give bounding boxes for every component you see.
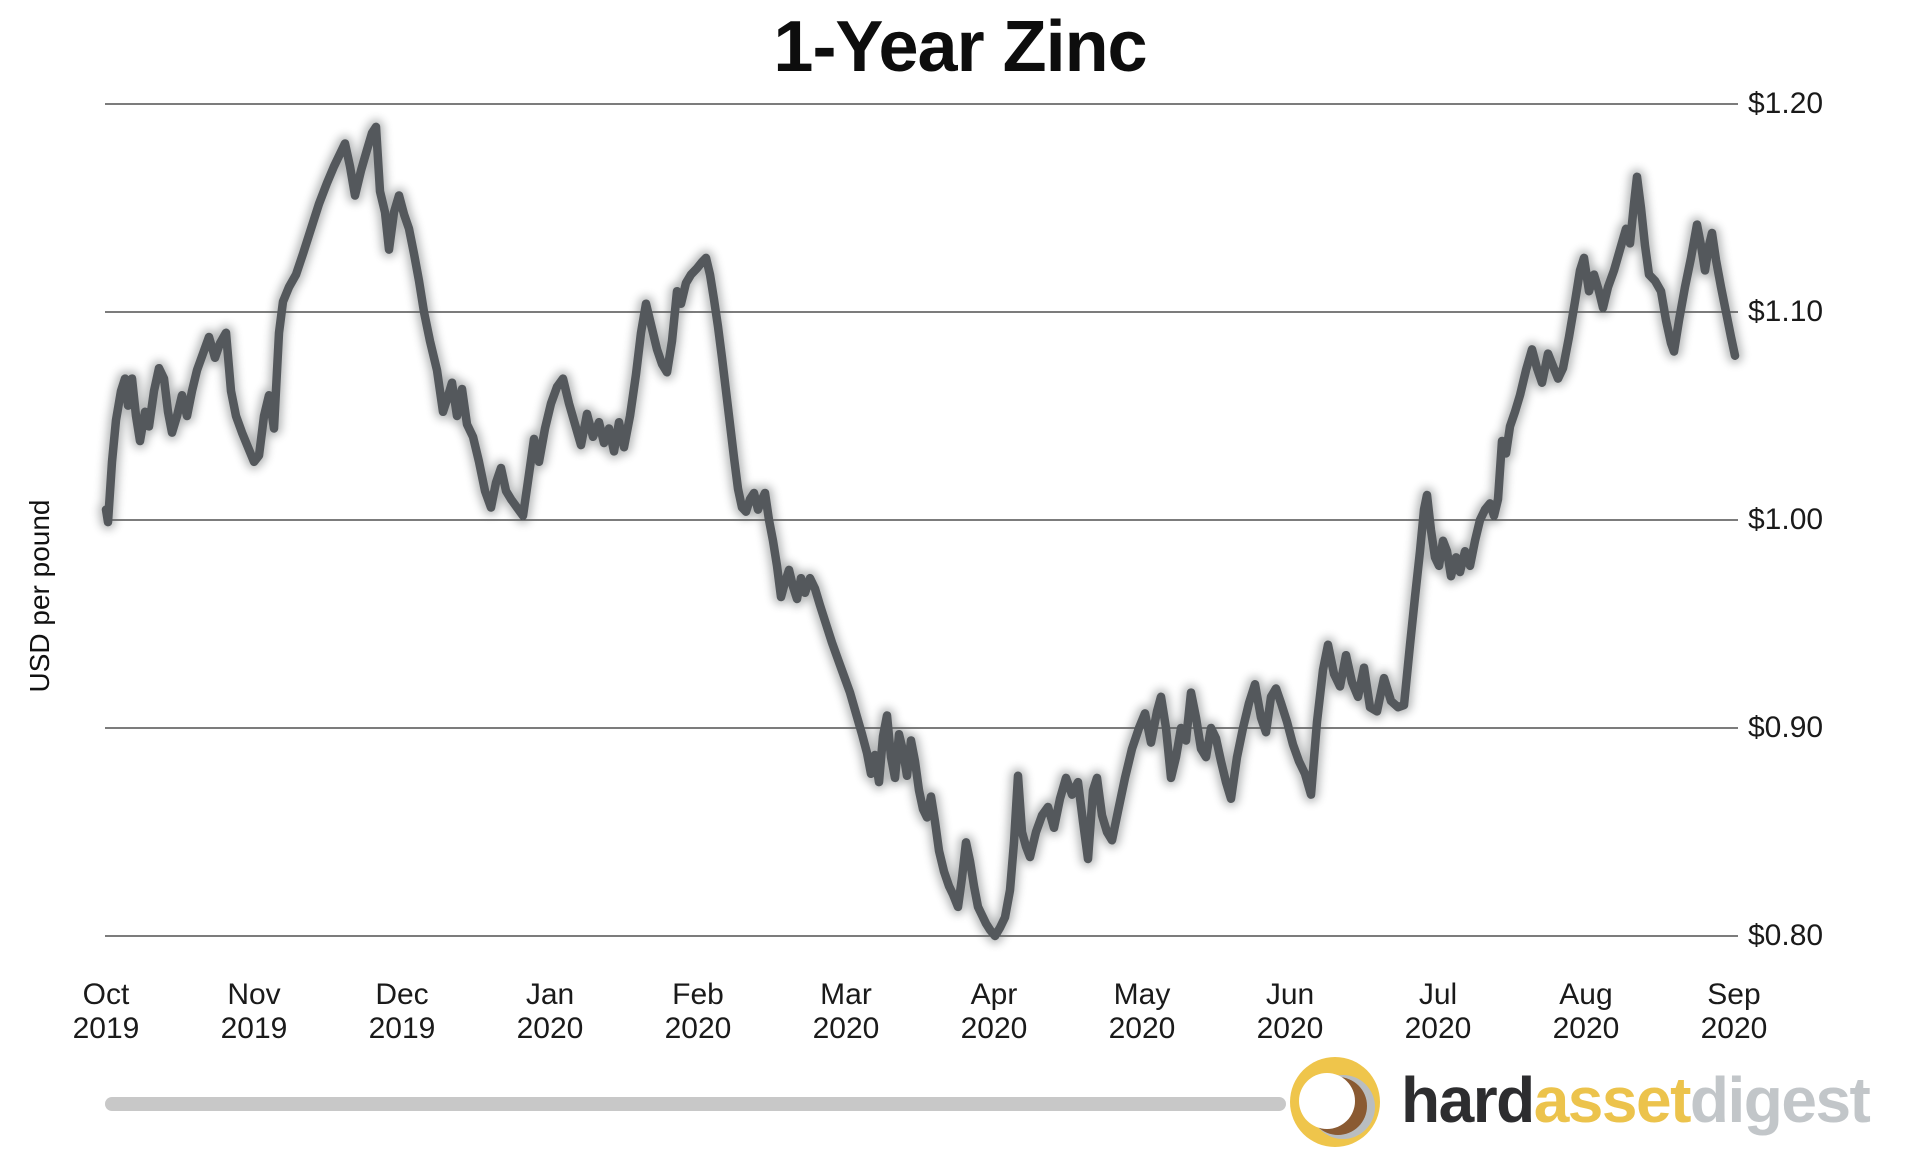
logo-word-asset: asset: [1533, 1064, 1692, 1136]
x-axis-label: Jan 2020: [465, 978, 635, 1046]
chart-title: 1-Year Zinc: [773, 7, 1147, 87]
hardassetdigest-logo: hardassetdigest: [1401, 1064, 1871, 1136]
x-axis-label-month: Dec: [375, 978, 429, 1011]
x-axis-label-month: Apr: [970, 978, 1018, 1011]
x-axis-label-year: 2020: [1552, 1012, 1620, 1045]
x-axis-label-month: Oct: [82, 978, 130, 1011]
x-axis-label-year: 2020: [1108, 1012, 1176, 1045]
x-axis-label: May 2020: [1057, 978, 1227, 1046]
x-axis-label-year: 2020: [960, 1012, 1028, 1045]
x-axis-label-month: Jan: [525, 978, 575, 1011]
x-axis-label-year: 2020: [812, 1012, 880, 1045]
x-axis-label: Dec 2019: [317, 978, 487, 1046]
x-axis-label-year: 2020: [1404, 1012, 1472, 1045]
y-axis-label: $1.20: [1748, 87, 1824, 120]
x-axis-label-year: 2019: [220, 1012, 288, 1045]
horizontal-gridlines: [105, 103, 1738, 937]
x-axis-label-year: 2019: [72, 1012, 140, 1045]
x-axis-label: Feb 2020: [613, 978, 783, 1046]
x-axis-label-year: 2020: [1256, 1012, 1324, 1045]
x-axis-label: Aug 2020: [1501, 978, 1671, 1046]
x-axis-label-month: Sep: [1707, 978, 1761, 1011]
x-axis-label-year: 2019: [368, 1012, 436, 1045]
price-line: [101, 122, 1740, 941]
x-axis-label-month: Jul: [1418, 978, 1458, 1011]
x-axis-label-year: 2020: [1700, 1012, 1768, 1045]
x-axis-label-month: Jun: [1265, 978, 1315, 1011]
x-axis-label-month: Nov: [227, 978, 281, 1011]
gold-ring-icon: [1290, 1057, 1380, 1147]
x-axis-label-month: Mar: [820, 978, 872, 1011]
x-axis-label: Apr 2020: [909, 978, 1079, 1046]
logo-word-digest: digest: [1689, 1064, 1871, 1136]
x-axis-label: Mar 2020: [761, 978, 931, 1046]
footer-divider-bar: [105, 1097, 1286, 1111]
x-axis-label-month: May: [1113, 978, 1171, 1011]
x-axis-label: Sep 2020: [1649, 978, 1819, 1046]
x-axis-label: Jun 2020: [1205, 978, 1375, 1046]
x-axis-label-year: 2020: [664, 1012, 732, 1045]
y-axis-label: $1.10: [1748, 295, 1824, 328]
x-axis-label-year: 2020: [516, 1012, 584, 1045]
y-axis-label: $0.90: [1748, 711, 1824, 744]
x-axis-label: Nov 2019: [169, 978, 339, 1046]
x-axis-label: Jul 2020: [1353, 978, 1523, 1046]
x-axis-label-month: Aug: [1559, 978, 1613, 1011]
x-axis-label-month: Feb: [672, 978, 724, 1011]
x-axis-label: Oct 2019: [21, 978, 191, 1046]
y-axis-label: $1.00: [1748, 503, 1824, 536]
price-line-glow: [98, 119, 1743, 944]
y-axis-label: $0.80: [1748, 919, 1824, 952]
logo-word-hard: hard: [1401, 1064, 1535, 1136]
